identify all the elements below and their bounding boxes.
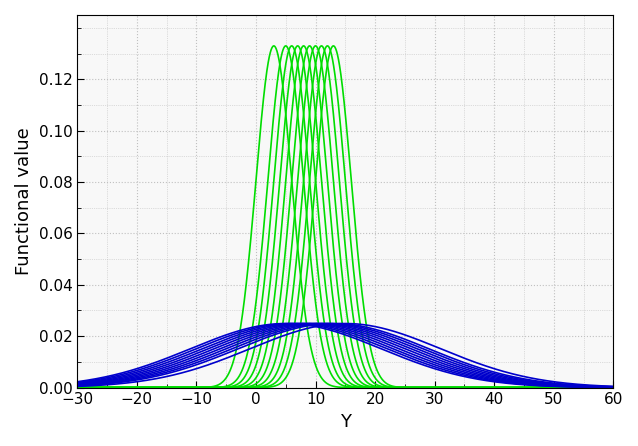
X-axis label: Y: Y xyxy=(340,413,351,431)
Y-axis label: Functional value: Functional value xyxy=(15,128,33,275)
